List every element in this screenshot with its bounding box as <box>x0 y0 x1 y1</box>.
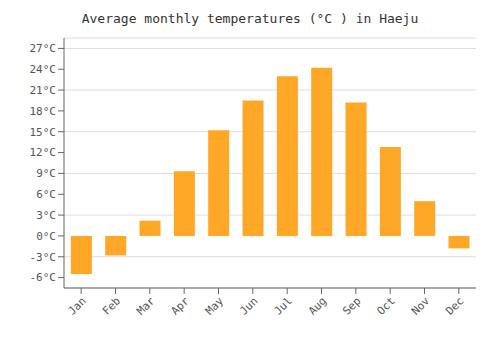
svg-text:15°C: 15°C <box>30 126 57 139</box>
svg-text:Oct: Oct <box>375 294 398 317</box>
svg-text:3°C: 3°C <box>36 209 56 222</box>
svg-text:24°C: 24°C <box>30 63 57 76</box>
svg-text:Mar: Mar <box>134 294 158 318</box>
svg-text:Nov: Nov <box>409 294 433 318</box>
svg-text:18°C: 18°C <box>30 105 57 118</box>
svg-text:Jun: Jun <box>237 294 260 317</box>
svg-text:Jan: Jan <box>66 294 89 317</box>
html-text:Average monthly temperatures (: Average monthly temperatures (°C ) in Ha… <box>81 11 419 26</box>
svg-text:Aug: Aug <box>306 294 329 317</box>
svg-text:Sep: Sep <box>340 294 363 317</box>
svg-text:9°C: 9°C <box>36 167 56 180</box>
svg-text:-3°C: -3°C <box>30 251 57 264</box>
svg-text:Feb: Feb <box>100 294 123 317</box>
svg-text:21°C: 21°C <box>30 84 57 97</box>
svg-text:-6°C: -6°C <box>30 271 57 284</box>
svg-text:12°C: 12°C <box>30 146 57 159</box>
svg-text:Dec: Dec <box>443 294 466 317</box>
svg-text:27°C: 27°C <box>30 42 57 55</box>
svg-text:Jul: Jul <box>272 294 295 317</box>
svg-text:Apr: Apr <box>169 294 193 318</box>
svg-text:0°C: 0°C <box>36 230 56 243</box>
svg-text:May: May <box>203 294 227 318</box>
svg-text:6°C: 6°C <box>36 188 56 201</box>
